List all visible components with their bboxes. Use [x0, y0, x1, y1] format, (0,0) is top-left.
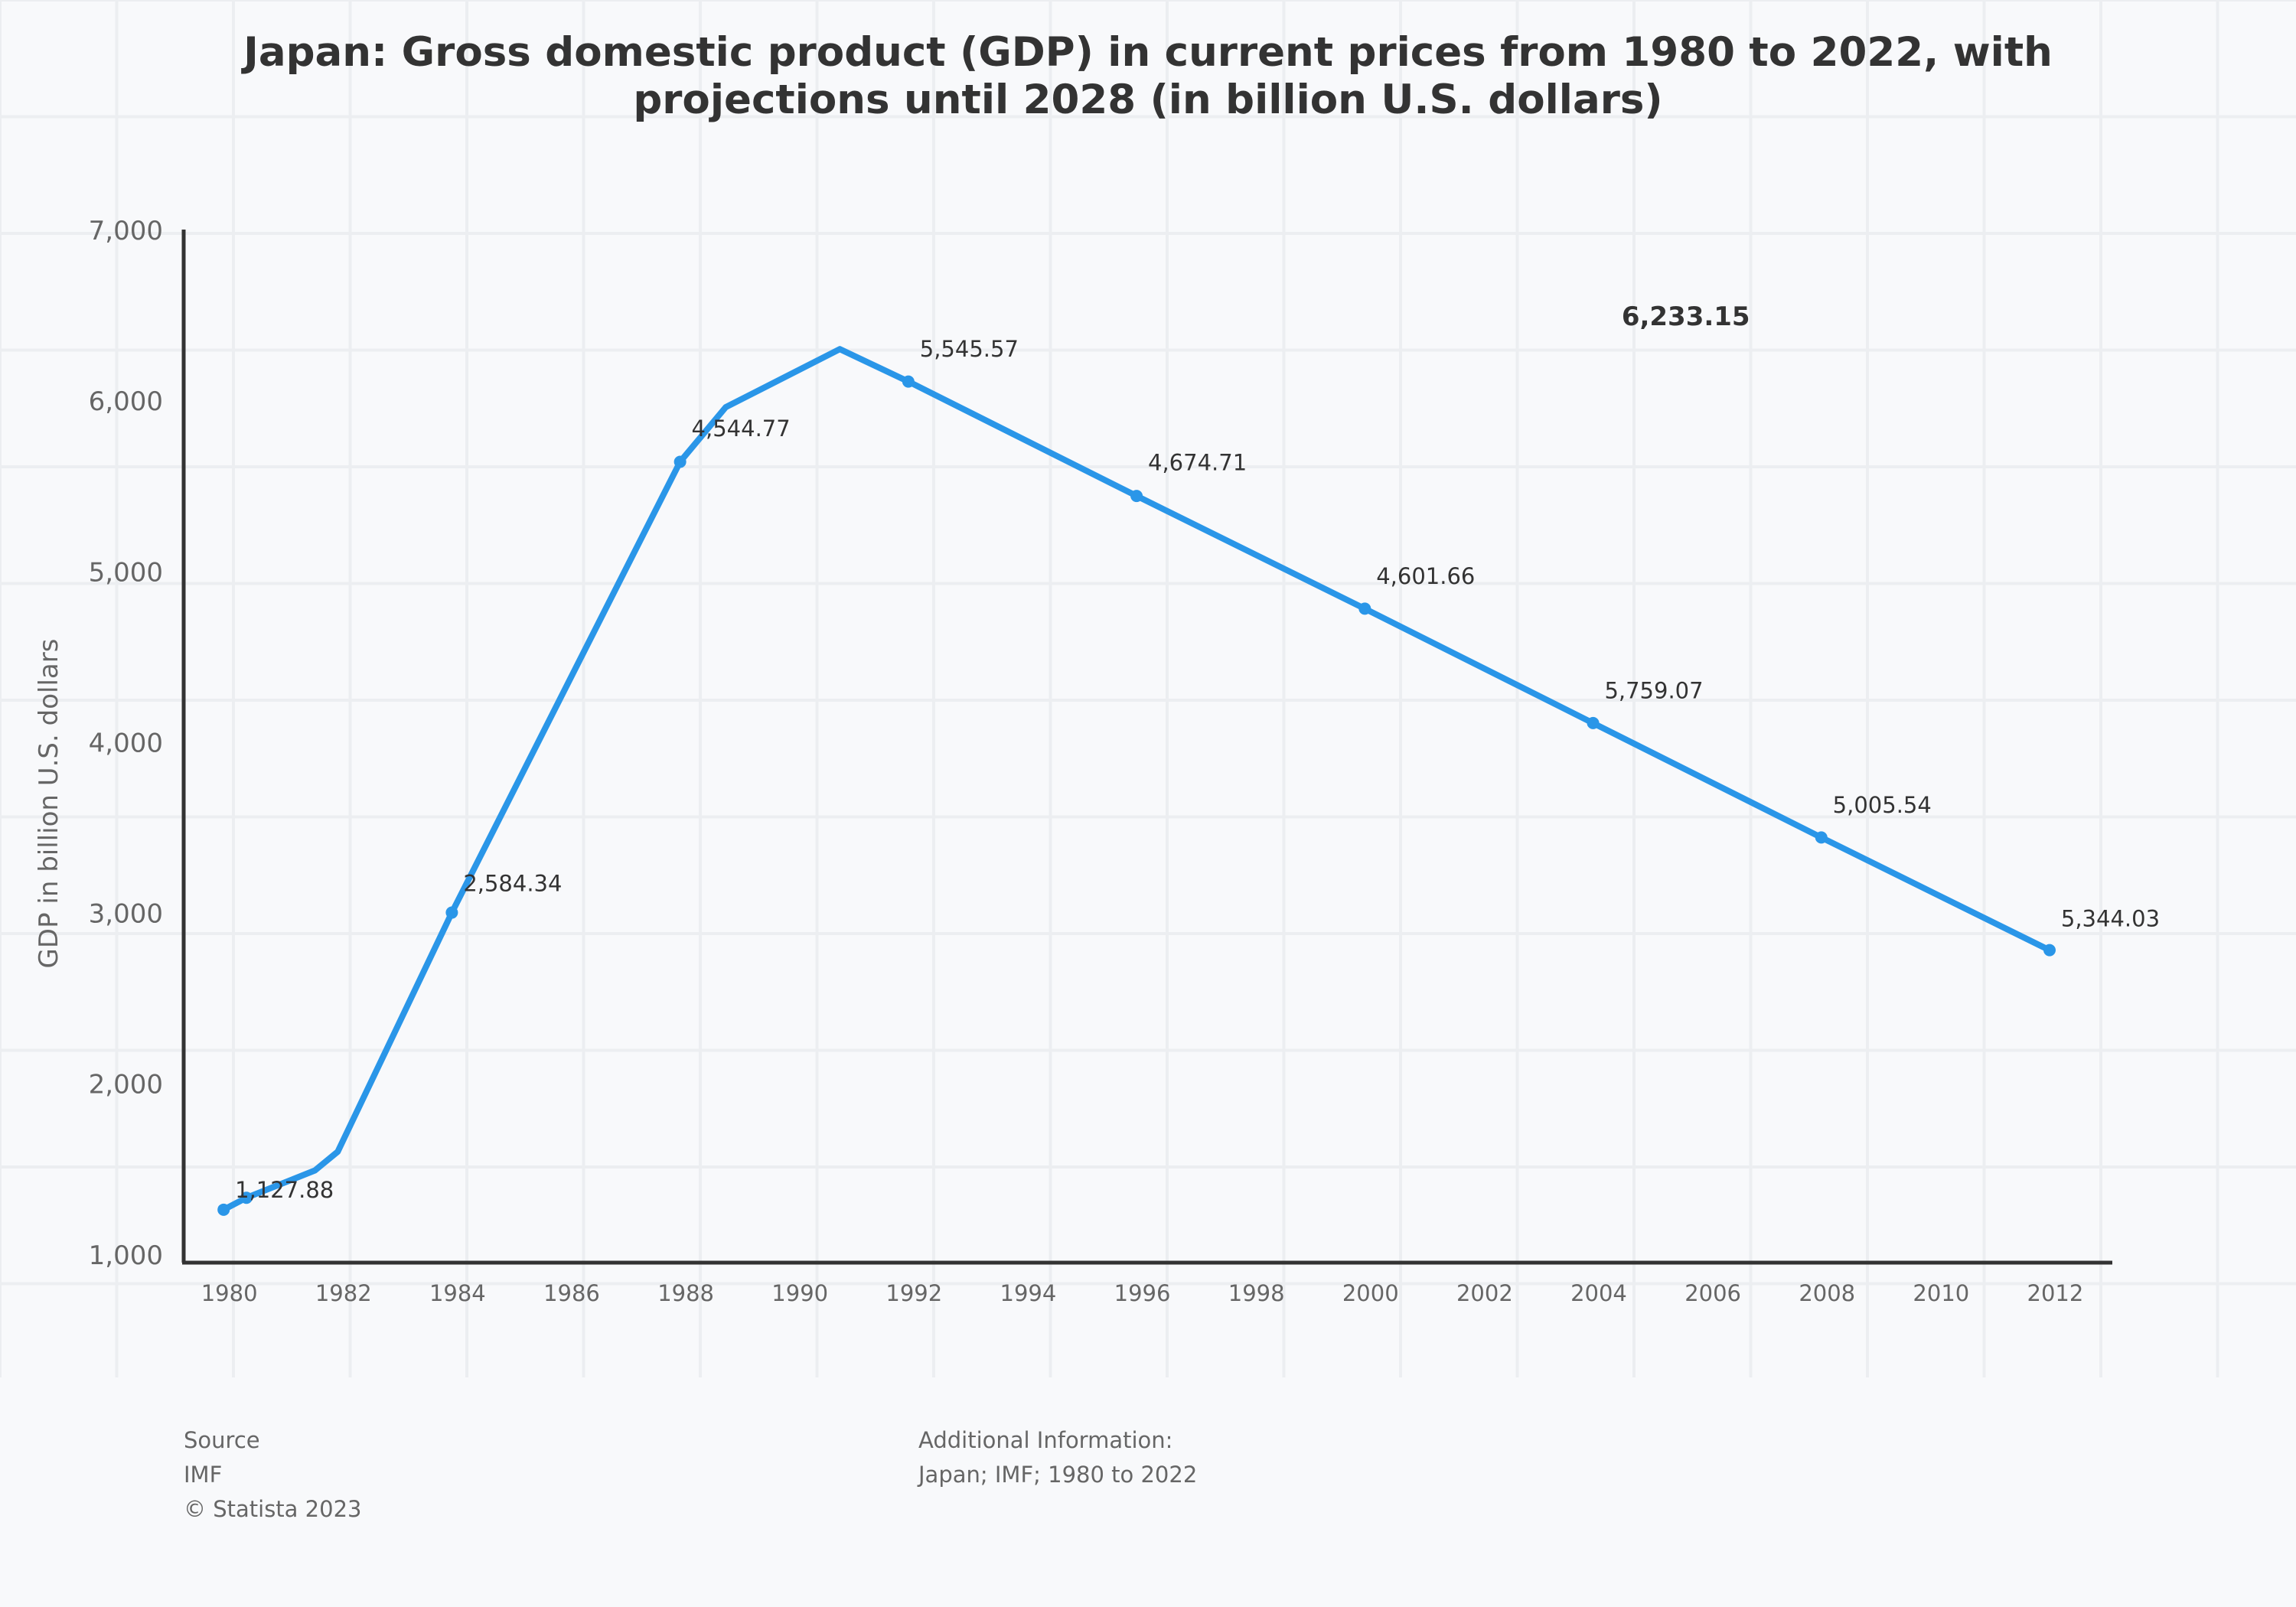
- data-label: 4,674.71: [1148, 450, 1247, 476]
- data-label: 4,601.66: [1376, 563, 1475, 589]
- x-tick-label: 1990: [771, 1280, 828, 1306]
- x-tick-label: 2012: [2027, 1280, 2084, 1306]
- source-value: IMF: [184, 1462, 223, 1488]
- chart-title-line-1: Japan: Gross domestic product (GDP) in c…: [243, 29, 2053, 76]
- x-tick-label: 1998: [1228, 1280, 1285, 1306]
- copyright-text: © Statista 2023: [184, 1496, 362, 1522]
- additional-info-value: Japan; IMF; 1980 to 2022: [918, 1462, 1198, 1488]
- data-label: 5,005.54: [1833, 792, 1932, 818]
- source-label: Source: [184, 1427, 260, 1453]
- x-tick-label: 1986: [543, 1280, 600, 1306]
- x-tick-label: 1996: [1114, 1280, 1171, 1306]
- chart-title-line-2: projections until 2028 (in billion U.S. …: [633, 77, 1663, 123]
- x-tick-label: 1982: [315, 1280, 372, 1306]
- y-tick-label: 5,000: [89, 557, 163, 588]
- x-tick-label: 2002: [1456, 1280, 1513, 1306]
- data-point: [1358, 602, 1371, 615]
- y-tick-label: 4,000: [89, 728, 163, 758]
- series-line: [220, 346, 2053, 1213]
- data-point: [445, 906, 458, 919]
- data-label: 5,344.03: [2061, 905, 2160, 931]
- additional-info-block: Additional Information: Japan; IMF; 1980…: [918, 1423, 1197, 1492]
- x-tick-label: 2006: [1684, 1280, 1741, 1306]
- data-label: 4,544.77: [692, 416, 791, 442]
- highlight-annotation: 6,233.15: [1622, 302, 1750, 332]
- background-grid: [0, 0, 2296, 1377]
- y-tick-label: 2,000: [89, 1070, 163, 1100]
- y-tick-label: 6,000: [89, 386, 163, 417]
- data-point: [1815, 831, 1828, 844]
- data-point: [902, 375, 915, 388]
- additional-info-label: Additional Information:: [918, 1427, 1173, 1453]
- x-tick-label: 2010: [1913, 1280, 1969, 1306]
- x-tick-label: 1980: [201, 1280, 258, 1306]
- x-tick-label: 2004: [1570, 1280, 1627, 1306]
- data-point: [240, 1191, 253, 1204]
- source-block: Source IMF © Statista 2023: [184, 1423, 361, 1527]
- data-point: [673, 455, 687, 468]
- x-tick-label: 1994: [1000, 1280, 1057, 1306]
- data-label: 2,584.34: [463, 871, 562, 897]
- x-tick-label: 1992: [885, 1280, 942, 1306]
- data-point: [217, 1203, 230, 1216]
- data-label: 5,545.57: [920, 336, 1019, 362]
- y-tick-label: 1,000: [89, 1240, 163, 1271]
- x-tick-label: 1988: [657, 1280, 714, 1306]
- data-label: 1,127.88: [235, 1177, 334, 1203]
- line-chart: 1,000 2,000 3,000 4,000 5,000 6,000 7,000 1980 1…: [34, 216, 2160, 1306]
- x-tick-label: 2000: [1342, 1280, 1399, 1306]
- chart-title: Japan: Gross domestic product (GDP) in c…: [0, 29, 2296, 124]
- data-point: [1130, 490, 1143, 503]
- data-label: 5,759.07: [1604, 678, 1703, 704]
- y-tick-label: 7,000: [89, 216, 163, 246]
- data-point: [1587, 716, 1600, 729]
- y-tick-label: 3,000: [89, 899, 163, 930]
- data-point: [2043, 944, 2056, 957]
- x-tick-label: 2008: [1799, 1280, 1855, 1306]
- y-axis-label: GDP in billion U.S. dollars: [34, 639, 64, 969]
- x-tick-label: 1984: [429, 1280, 486, 1306]
